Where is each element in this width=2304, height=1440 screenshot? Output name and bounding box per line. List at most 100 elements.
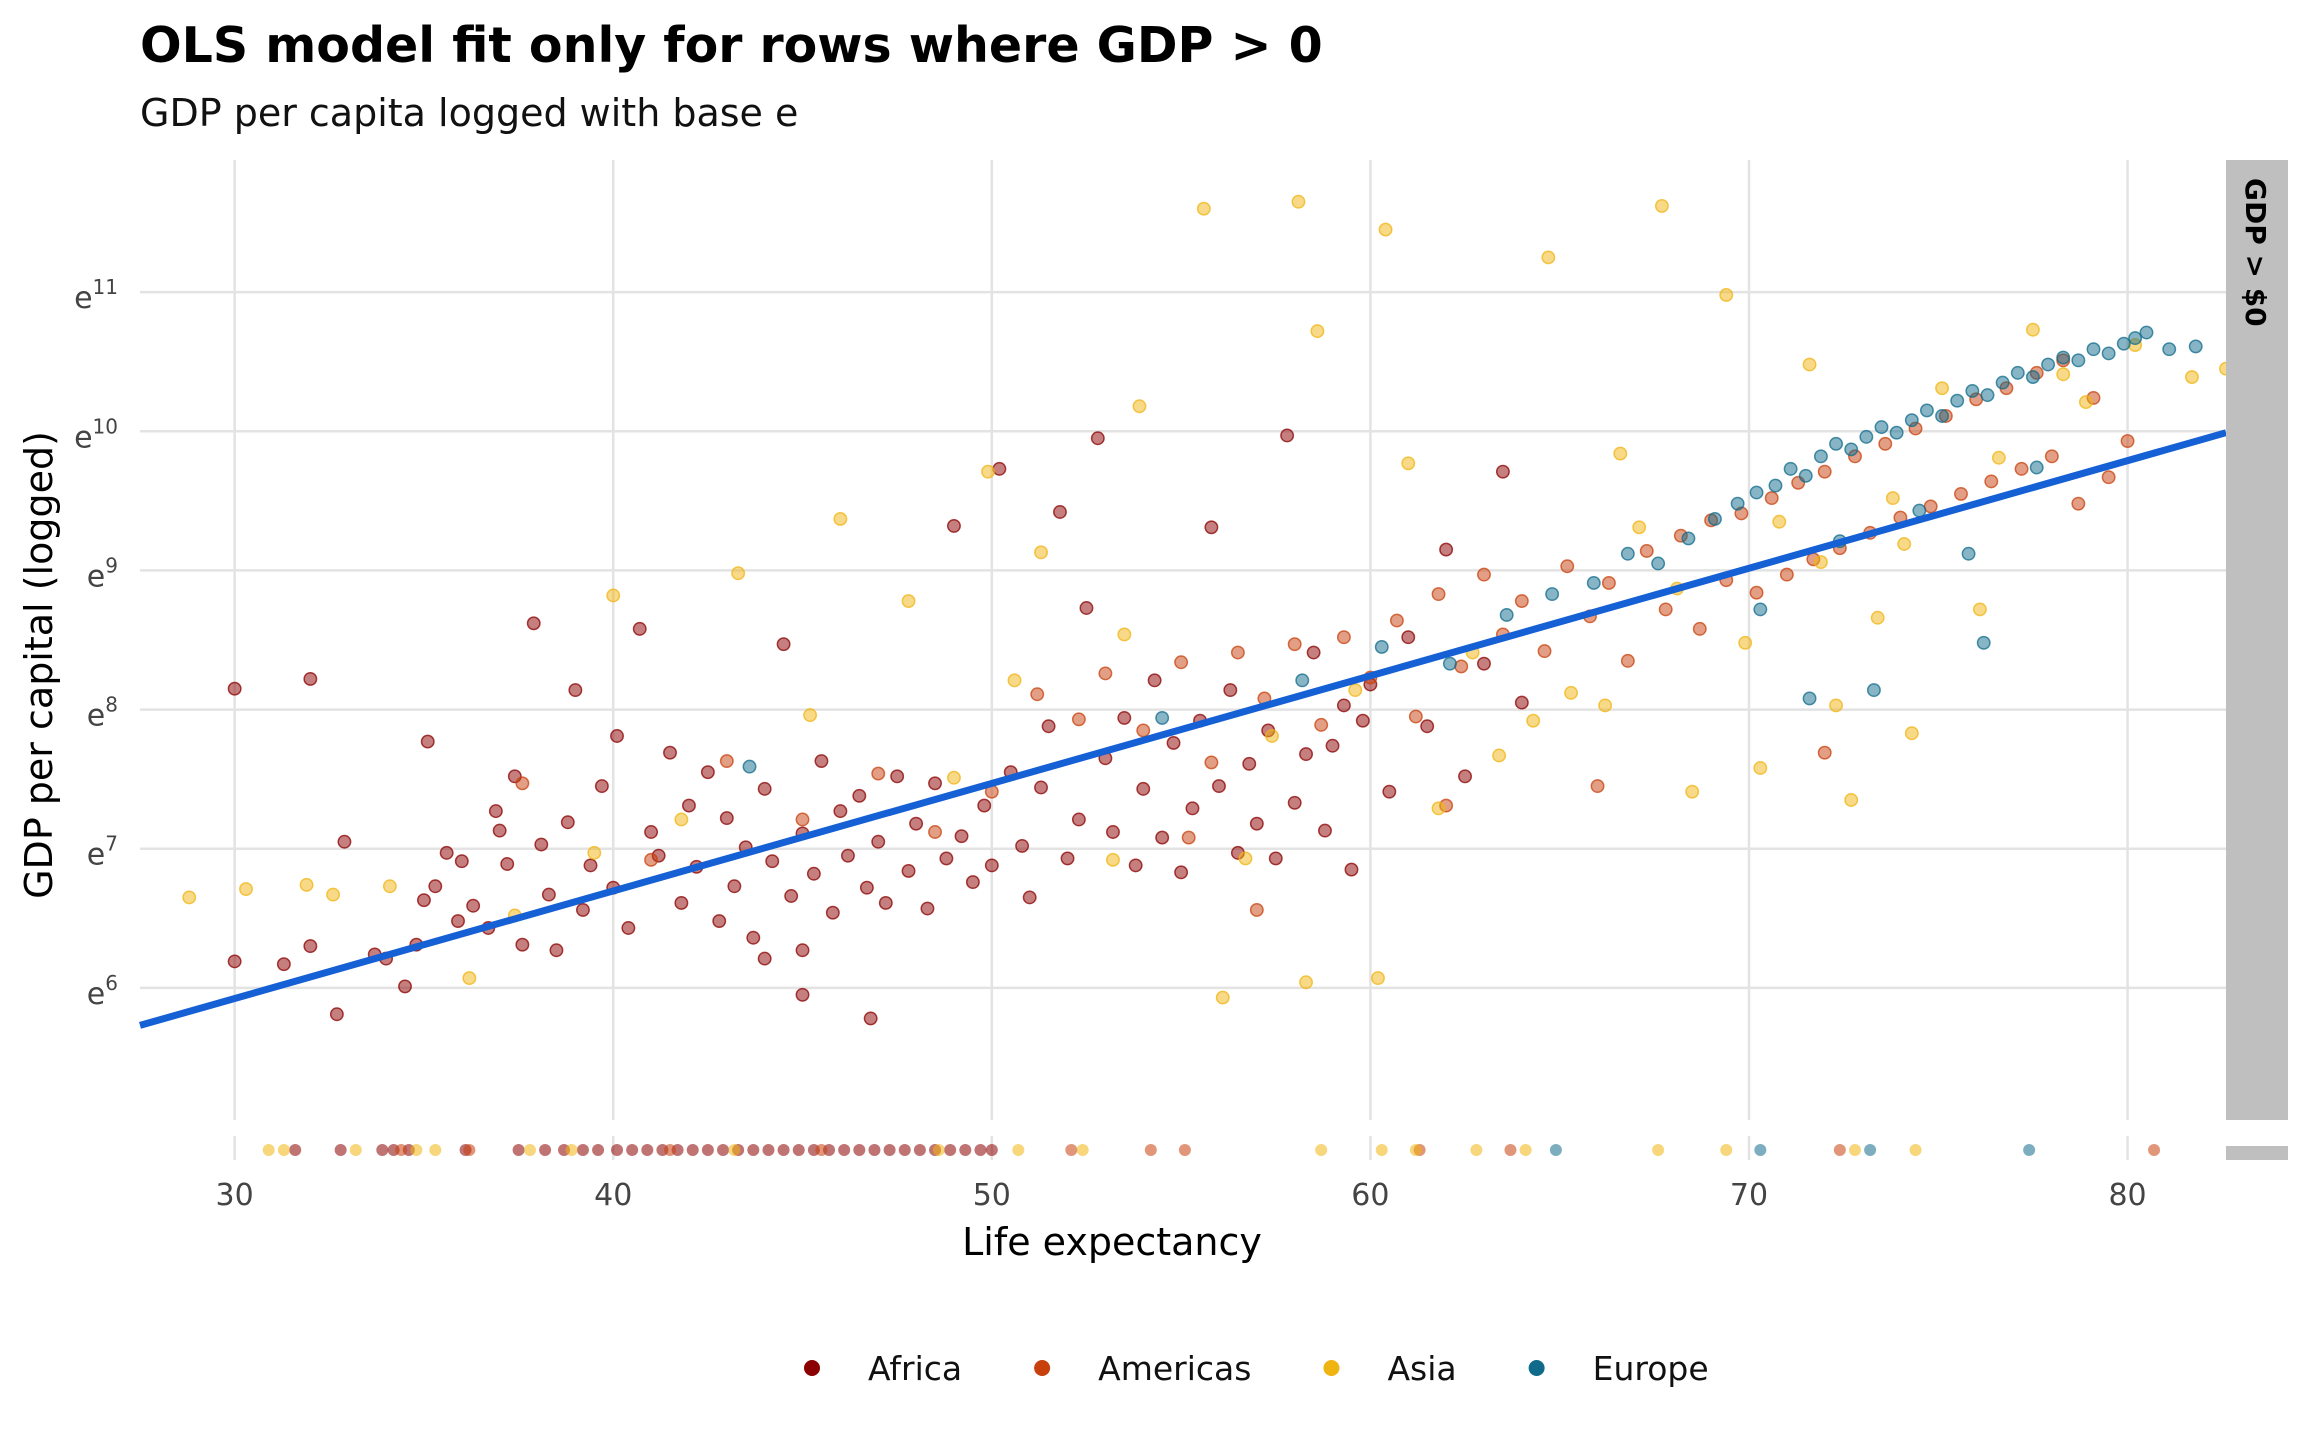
- data-point-americas: [1431, 587, 1446, 602]
- data-point-africa: [1242, 756, 1257, 771]
- data-point-africa: [909, 816, 924, 831]
- data-point-asia: [2184, 370, 2199, 384]
- data-point-africa: [337, 834, 352, 849]
- rug-point-asia: [728, 1144, 741, 1156]
- data-point-africa: [890, 769, 905, 784]
- data-point-europe: [1707, 512, 1722, 526]
- data-point-africa: [1147, 673, 1162, 688]
- data-point-africa: [1090, 431, 1105, 446]
- data-point-africa: [1249, 816, 1264, 831]
- data-point-americas: [1408, 709, 1423, 724]
- data-point-africa: [700, 765, 715, 780]
- data-point-africa: [757, 781, 772, 796]
- data-point-africa: [1128, 858, 1143, 873]
- data-point-americas: [644, 852, 659, 867]
- data-point-europe: [2071, 353, 2086, 368]
- data-point-africa: [795, 987, 810, 1002]
- data-point-asia: [1117, 627, 1132, 642]
- data-point-africa: [727, 879, 742, 894]
- rug-point-africa: [626, 1144, 639, 1156]
- rug-point-africa: [592, 1144, 605, 1156]
- data-point-asia: [1972, 602, 1987, 617]
- data-point-asia: [947, 770, 961, 785]
- data-point-americas: [1537, 644, 1552, 659]
- data-point-africa: [526, 616, 541, 631]
- data-point-asia: [1215, 990, 1230, 1005]
- data-point-americas: [1314, 717, 1329, 732]
- data-point-europe: [1829, 436, 1844, 451]
- data-point-europe: [2041, 357, 2056, 372]
- data-point-asia: [1632, 520, 1647, 535]
- data-point-asia: [1598, 698, 1613, 713]
- rug-points: [262, 1144, 2161, 1156]
- data-point-europe: [1813, 449, 1828, 464]
- rug-point-africa: [868, 1144, 881, 1156]
- data-point-europe: [2188, 339, 2203, 354]
- data-point-asia: [1802, 357, 1817, 372]
- data-point-asia: [1401, 456, 1416, 471]
- data-point-europe: [1935, 409, 1950, 423]
- data-point-europe: [1753, 602, 1768, 617]
- legend-label-africa: Africa: [868, 1349, 962, 1388]
- data-point-asia: [382, 879, 397, 894]
- rug-point-africa: [883, 1144, 896, 1156]
- data-point-americas: [1764, 491, 1779, 506]
- data-point-africa: [560, 815, 575, 830]
- rug-point-africa: [762, 1144, 775, 1156]
- facet-label: GDP > $0: [2239, 178, 2272, 327]
- data-point-africa: [1155, 830, 1170, 845]
- data-point-europe: [1980, 388, 1995, 403]
- data-point-americas: [1878, 436, 1893, 451]
- data-point-europe: [2010, 365, 2025, 380]
- y-axis-ticks: e6 e7 e8 e9 e10 e11: [74, 275, 118, 1012]
- data-point-europe: [1783, 461, 1798, 476]
- data-point-americas: [1336, 630, 1351, 645]
- data-point-asia: [239, 882, 253, 896]
- rug-point-asia: [1848, 1144, 1861, 1156]
- data-point-africa: [398, 979, 412, 994]
- data-point-africa: [674, 896, 689, 910]
- data-point-africa: [1166, 736, 1181, 750]
- rug-point-asia: [1012, 1144, 1025, 1156]
- data-point-asia: [326, 887, 341, 902]
- data-point-asia: [606, 588, 621, 603]
- data-point-europe: [1374, 640, 1389, 654]
- data-point-americas: [515, 776, 530, 791]
- data-point-europe: [1874, 420, 1889, 435]
- data-point-africa: [416, 893, 431, 908]
- data-point-africa: [746, 930, 761, 945]
- data-point-europe: [2025, 370, 2040, 384]
- data-point-africa: [276, 957, 291, 972]
- data-point-americas: [1181, 830, 1196, 845]
- data-point-africa: [428, 879, 443, 894]
- rug-point-europe: [2023, 1144, 2036, 1156]
- data-point-europe: [1912, 503, 1927, 518]
- data-point-africa: [451, 914, 465, 928]
- data-point-africa: [965, 875, 980, 890]
- data-point-asia: [1348, 683, 1363, 698]
- data-point-asia: [901, 594, 916, 608]
- x-axis-ticks: 30 40 50 60 70 80: [216, 1178, 2147, 1213]
- data-point-americas: [1249, 902, 1264, 917]
- data-point-americas: [1692, 621, 1707, 636]
- data-point-africa: [1204, 520, 1219, 535]
- data-point-europe: [1844, 442, 1859, 457]
- data-point-africa: [1117, 710, 1132, 725]
- rug-point-asia: [1519, 1144, 1532, 1156]
- y-tick-label: e7: [87, 832, 118, 873]
- data-point-europe: [2128, 331, 2143, 346]
- data-point-europe: [2162, 342, 2177, 357]
- data-point-africa: [329, 1007, 344, 1022]
- data-point-africa: [1015, 838, 1030, 853]
- data-point-africa: [466, 898, 481, 913]
- rug-point-asia: [429, 1144, 442, 1156]
- legend-label-americas: Americas: [1098, 1349, 1251, 1388]
- rug-point-africa: [944, 1144, 957, 1156]
- data-point-europe: [2029, 460, 2044, 475]
- rug-point-africa: [959, 1144, 972, 1156]
- data-point-africa: [1382, 784, 1397, 799]
- data-point-africa: [871, 834, 886, 849]
- rug-point-asia: [262, 1144, 275, 1156]
- data-point-europe: [2139, 325, 2154, 340]
- rug-point-africa: [686, 1144, 699, 1156]
